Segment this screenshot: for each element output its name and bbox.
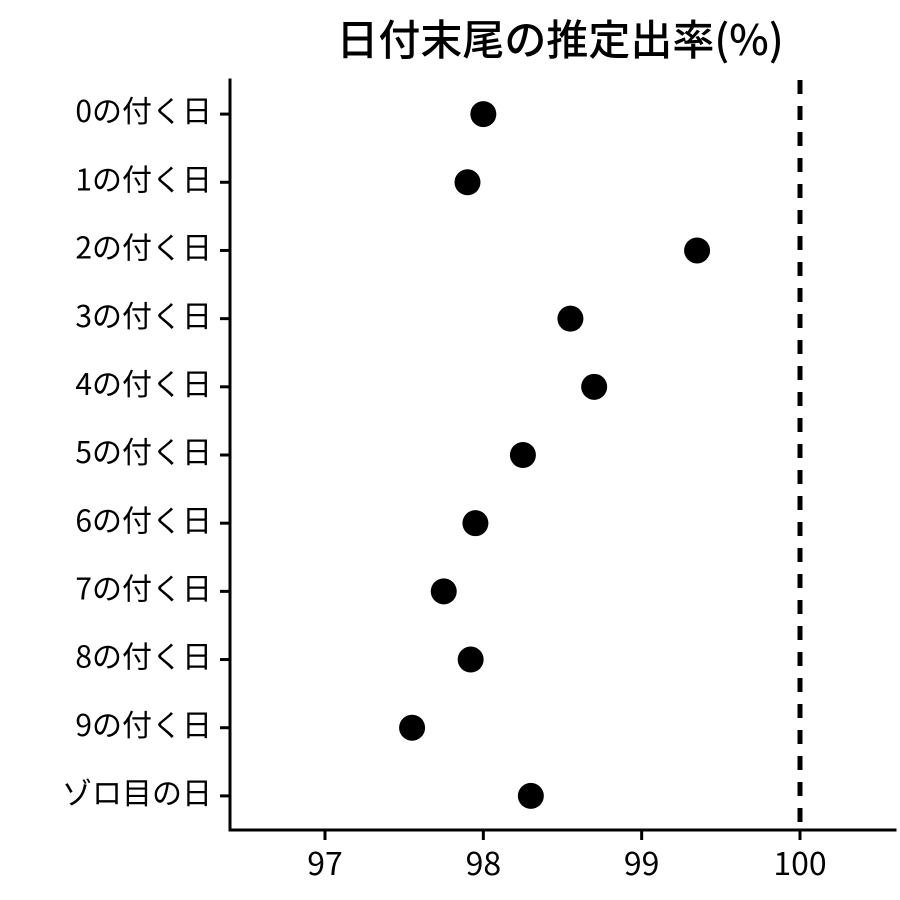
y-tick-label: 3の付く日: [75, 292, 212, 336]
x-tick-label: 100: [773, 839, 826, 885]
x-tick-label: 99: [624, 839, 660, 885]
y-tick-label: 7の付く日: [75, 565, 212, 609]
y-tick-label: 2の付く日: [75, 224, 212, 268]
data-point: [557, 306, 583, 332]
y-tick-label: 1の付く日: [75, 155, 212, 199]
data-point: [470, 101, 496, 127]
dot-plot: 日付末尾の推定出率(%) 0の付く日 1の付く日 2の付く日 3の付く日 4の付く日 5の付…: [0, 0, 900, 900]
data-point: [518, 783, 544, 809]
data-point: [458, 647, 484, 673]
data-point: [684, 237, 710, 263]
x-tick-label: 97: [307, 839, 343, 885]
data-point: [581, 374, 607, 400]
data-point: [455, 169, 481, 195]
data-point: [510, 442, 536, 468]
y-tick-label: 8の付く日: [75, 633, 212, 677]
data-point: [399, 715, 425, 741]
data-point: [431, 578, 457, 604]
y-tick-label: 9の付く日: [75, 701, 212, 745]
y-tick-label: 5の付く日: [75, 428, 212, 472]
y-tick-label: 4の付く日: [75, 360, 212, 404]
chart-container: 日付末尾の推定出率(%) 0の付く日 1の付く日 2の付く日 3の付く日 4の付く日 5の付…: [0, 0, 900, 900]
chart-title: 日付末尾の推定出率(%): [336, 7, 783, 68]
y-tick-label: 6の付く日: [75, 496, 212, 540]
y-tick-label: ゾロ目の日: [62, 769, 212, 813]
y-tick-label: 0の付く日: [75, 87, 212, 131]
x-tick-label: 98: [466, 839, 502, 885]
data-point: [462, 510, 488, 536]
